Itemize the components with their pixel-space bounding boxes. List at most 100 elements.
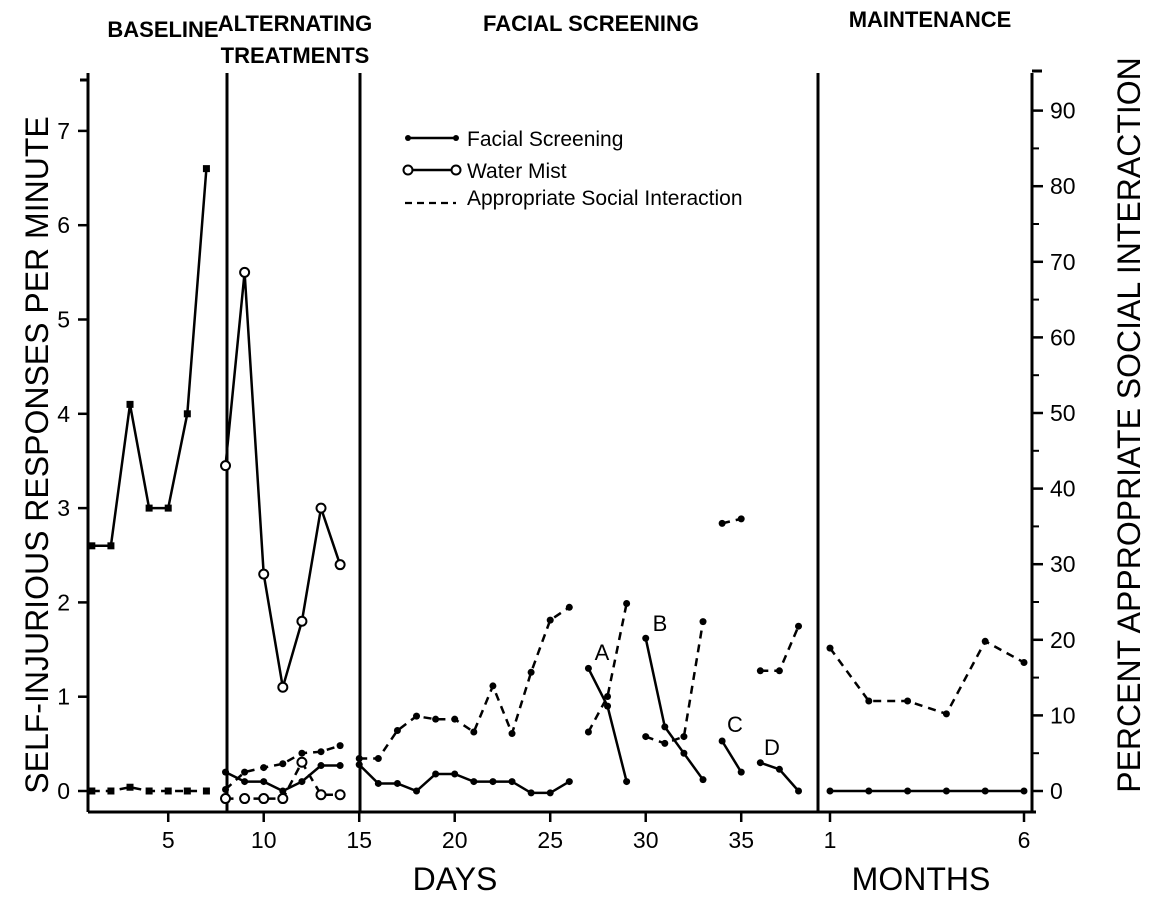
baseline-sib-point: [145, 504, 153, 512]
y-tick-label-right: 20: [1050, 627, 1076, 653]
alt-facial-sib-point: [336, 762, 344, 770]
y-tick-label-left: 0: [57, 778, 70, 804]
alt-facial-social-point: [317, 748, 325, 756]
alt-water-social-point: [315, 789, 327, 801]
alt-water-sib-point: [220, 460, 232, 472]
fs-social-seg0-point: [489, 682, 497, 690]
fs-social-seg0-point: [565, 603, 573, 611]
alt-water-social-point: [220, 793, 232, 805]
x-tick-label-day: 5: [162, 827, 175, 853]
x-tick-label-day: 25: [537, 827, 563, 853]
alt-facial-sib-point: [317, 762, 325, 770]
baseline-social-point: [126, 783, 134, 791]
baseline-social-point: [145, 787, 153, 795]
fs-social-seg4-line: [760, 625, 800, 673]
fs-social-seg0-point: [393, 727, 401, 735]
fs-social-seg1-point: [623, 600, 631, 608]
fs-sib-seg3-point: [737, 768, 745, 776]
fs-sib-seg1-point: [604, 702, 612, 710]
fs-sib-seg0-point: [470, 778, 478, 786]
fs-sib-seg0-point: [565, 778, 573, 786]
x-axis-label-months: MONTHS: [852, 861, 991, 897]
fs-social-seg2-point: [642, 733, 650, 741]
phase-label-treatments: TREATMENTS: [221, 43, 370, 68]
y-tick-label-right: 0: [1050, 778, 1063, 804]
y-axis-label-left: SELF-INJURIOUS RESPONSES PER MINUTE: [19, 116, 55, 793]
y-tick-label-right: 10: [1050, 702, 1076, 728]
x-tick-label-day: 30: [633, 827, 659, 853]
annotation-a: A: [595, 640, 610, 665]
maint-sib-point: [826, 787, 834, 795]
legend-facial-marker-left: [405, 135, 411, 141]
legend-facial-label: Facial Screening: [467, 128, 623, 151]
y-tick-label-right: 30: [1050, 551, 1076, 577]
alt-water-sib-point: [258, 568, 270, 580]
fs-sib-seg0-point: [393, 779, 401, 787]
x-axis-label-days: DAYS: [413, 861, 498, 897]
fs-social-seg1-line: [587, 603, 628, 733]
baseline-sib-point: [126, 400, 134, 408]
x-tick-label-day: 15: [346, 827, 372, 853]
fs-social-seg0-point: [527, 668, 535, 676]
phase-label-baseline: BASELINE: [107, 17, 218, 42]
y-tick-label-left: 5: [57, 307, 70, 333]
fs-sib-seg3-line: [721, 740, 743, 773]
alt-facial-social-point: [260, 764, 268, 772]
legend-social-label: Appropriate Social Interaction: [467, 187, 743, 210]
fs-sib-seg1-point: [623, 778, 631, 786]
y-tick-label-left: 6: [57, 212, 70, 238]
y-tick-label-right: 50: [1050, 400, 1076, 426]
fs-sib-seg2-point: [661, 723, 669, 731]
alt-water-sib-line: [224, 272, 342, 688]
fs-social-seg0-line: [359, 606, 570, 760]
alt-water-sib-point: [277, 681, 289, 693]
x-tick-label-month: 1: [824, 827, 837, 853]
fs-social-seg2-point: [661, 739, 669, 747]
fs-sib-seg0-point: [355, 761, 363, 769]
annotation-d: D: [764, 735, 780, 760]
annotation-c: C: [727, 712, 743, 737]
baseline-sib-point: [202, 165, 210, 173]
y-tick-label-right: 80: [1050, 173, 1076, 199]
alt-water-sib-point: [334, 559, 346, 571]
y-tick-label-left: 2: [57, 589, 70, 615]
fs-sib-seg4-point: [775, 765, 783, 773]
phase-label-maintenance: MAINTENANCE: [849, 7, 1012, 32]
fs-social-seg4-point: [795, 622, 803, 630]
y-tick-label-left: 4: [57, 401, 70, 427]
fs-sib-seg4-point: [756, 759, 764, 767]
y-tick-label-right: 70: [1050, 249, 1076, 275]
fs-social-seg3-point: [737, 515, 745, 523]
alt-facial-sib-point: [222, 768, 230, 776]
fs-sib-seg2-point: [642, 634, 650, 642]
maint-social-point: [981, 637, 989, 645]
y-axis-label-right: PERCENT APPROPRIATE SOCIAL INTERACTION: [1111, 57, 1147, 793]
alt-water-sib-point: [239, 266, 251, 278]
y-tick-label-left: 1: [57, 684, 70, 710]
fs-social-seg2-point: [680, 733, 688, 741]
maint-sib-point: [981, 787, 989, 795]
maint-sib-point: [865, 787, 873, 795]
alt-water-social-point: [258, 793, 270, 805]
x-tick-label-day: 20: [442, 827, 468, 853]
annotation-b: B: [653, 611, 668, 636]
fs-social-seg0-point: [470, 728, 478, 736]
fs-social-seg2-line: [645, 621, 705, 745]
maint-social-line: [828, 639, 1025, 716]
alt-facial-sib-point: [260, 778, 268, 786]
fs-social-seg0-point: [451, 715, 459, 723]
baseline-social-point: [164, 787, 172, 795]
maint-social-point: [904, 697, 912, 705]
legend-water-marker-left: [402, 164, 414, 176]
fs-social-seg4-point: [756, 667, 764, 675]
fs-social-seg0-point: [432, 715, 440, 723]
alt-water-social-point: [239, 793, 251, 805]
fs-sib-seg0-point: [374, 779, 382, 787]
fs-sib-seg0-point: [489, 778, 497, 786]
fs-social-seg1-point: [604, 693, 612, 700]
fs-sib-seg4-point: [795, 787, 803, 795]
baseline-social-point: [107, 787, 115, 795]
alt-water-sib-point: [296, 615, 308, 627]
fs-sib-seg0-point: [508, 778, 516, 786]
